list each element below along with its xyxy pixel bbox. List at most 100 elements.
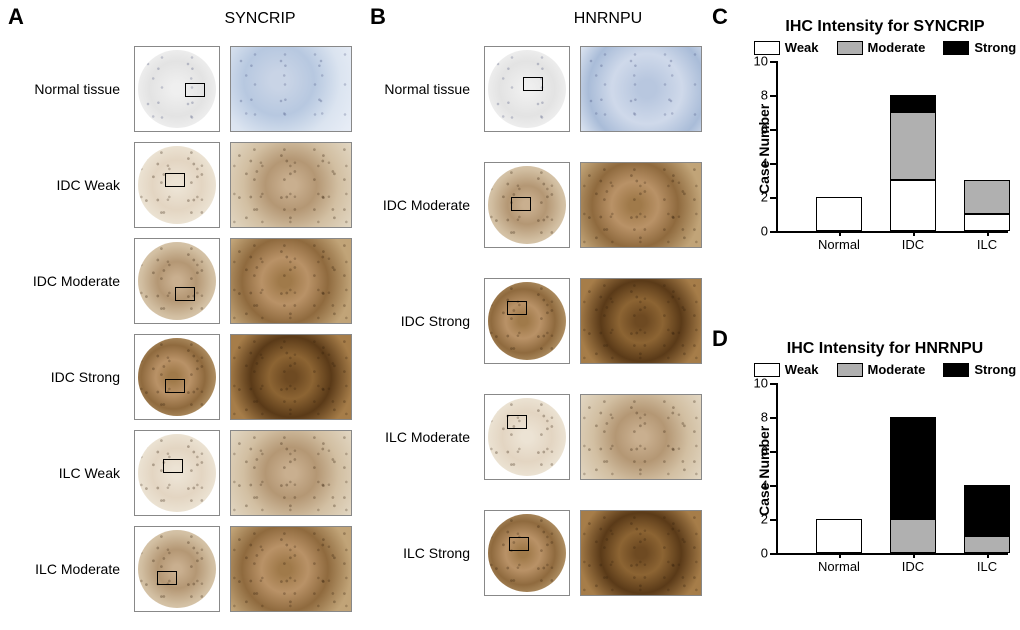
syncrip-detail: [230, 238, 352, 324]
plot-area: 0246810NormalIDCILC: [776, 61, 1008, 233]
ihc-row-label: Normal tissue: [20, 81, 124, 97]
inset-box: [185, 83, 205, 97]
hnrnpu-thumb: [484, 278, 570, 364]
inset-box: [509, 537, 529, 551]
x-tick-label: ILC: [964, 231, 1010, 252]
panel-letter-c: C: [712, 4, 728, 30]
inset-box: [175, 287, 195, 301]
hnrnpu-detail: [580, 46, 702, 132]
y-tick-label: 6: [761, 122, 778, 137]
legend-swatch: [754, 41, 780, 55]
ihc-row: IDC Weak: [20, 142, 352, 228]
hnrnpu-detail: [580, 278, 702, 364]
hnrnpu-thumb: [484, 510, 570, 596]
ihc-row: ILC Moderate: [370, 394, 702, 480]
syncrip-detail: [230, 142, 352, 228]
legend-label: Moderate: [868, 362, 926, 377]
y-axis-label: Case Number: [756, 103, 772, 193]
ihc-row: ILC Strong: [370, 510, 702, 596]
legend-item: Strong: [943, 362, 1016, 377]
bar-segment-weak: [816, 519, 862, 553]
ihc-row-label: Normal tissue: [370, 81, 474, 97]
chart-legend: Weak Moderate Strong: [740, 362, 1020, 377]
legend-item: Strong: [943, 40, 1016, 55]
panel-letter-b: B: [370, 4, 386, 30]
y-tick-label: 8: [761, 410, 778, 425]
y-tick-label: 10: [754, 376, 778, 391]
inset-box: [157, 571, 177, 585]
inset-box: [511, 197, 531, 211]
ihc-row: ILC Weak: [20, 430, 352, 516]
col-a-header: SYNCRIP: [180, 10, 340, 28]
legend-swatch: [837, 363, 863, 377]
bar-segment-moderate: [890, 519, 936, 553]
ihc-row-label: ILC Moderate: [20, 561, 124, 577]
y-tick-label: 2: [761, 190, 778, 205]
ihc-row-label: ILC Weak: [20, 465, 124, 481]
y-tick-label: 6: [761, 444, 778, 459]
bar-segment-strong: [964, 485, 1010, 536]
inset-box: [163, 459, 183, 473]
ihc-row: ILC Moderate: [20, 526, 352, 612]
hnrnpu-thumb: [484, 46, 570, 132]
y-tick-label: 0: [761, 546, 778, 561]
bar-segment-moderate: [890, 112, 936, 180]
figure-root: { "panels": { "A": "A", "B": "B", "C": "…: [0, 0, 1020, 630]
inset-box: [507, 301, 527, 315]
legend-label: Strong: [974, 40, 1016, 55]
ihc-row-label: IDC Moderate: [370, 197, 474, 213]
bar-segment-strong: [890, 95, 936, 112]
panel-letter-a: A: [8, 4, 24, 30]
ihc-row-label: ILC Strong: [370, 545, 474, 561]
syncrip-thumb: [134, 334, 220, 420]
x-tick-label: Normal: [816, 231, 862, 252]
syncrip-thumb: [134, 526, 220, 612]
ihc-row-label: IDC Strong: [370, 313, 474, 329]
bar-segment-weak: [964, 214, 1010, 231]
ihc-row-label: IDC Strong: [20, 369, 124, 385]
chart-syncrip: IHC Intensity for SYNCRIPWeakModerateStr…: [740, 18, 1020, 233]
ihc-row: IDC Moderate: [370, 162, 702, 248]
syncrip-thumb: [134, 142, 220, 228]
syncrip-thumb: [134, 46, 220, 132]
legend-item: Moderate: [837, 362, 926, 377]
legend-item: Moderate: [837, 40, 926, 55]
ihc-row-label: IDC Weak: [20, 177, 124, 193]
legend-label: Moderate: [868, 40, 926, 55]
y-axis-label: Case Number: [756, 425, 772, 515]
hnrnpu-thumb: [484, 394, 570, 480]
syncrip-detail: [230, 430, 352, 516]
hnrnpu-detail: [580, 510, 702, 596]
chart-hnrnpu: IHC Intensity for HNRNPU Weak Moderate Stro…: [740, 340, 1020, 555]
bar-segment-strong: [890, 417, 936, 519]
panel-letter-d: D: [712, 326, 728, 352]
hnrnpu-thumb: [484, 162, 570, 248]
bar-segment-moderate: [964, 536, 1010, 553]
syncrip-thumb: [134, 430, 220, 516]
bar-segment-weak: [816, 197, 862, 231]
y-tick-label: 4: [761, 478, 778, 493]
syncrip-thumb: [134, 238, 220, 324]
y-tick-label: 8: [761, 88, 778, 103]
syncrip-detail: [230, 526, 352, 612]
chart-title: IHC Intensity for HNRNPU: [740, 340, 1020, 358]
bar-segment-weak: [890, 180, 936, 231]
chart-legend: WeakModerateStrong: [740, 40, 1020, 55]
legend-label: Weak: [785, 362, 819, 377]
legend-swatch: [754, 363, 780, 377]
ihc-row: IDC Strong: [370, 278, 702, 364]
legend-swatch: [943, 41, 969, 55]
y-tick-label: 2: [761, 512, 778, 527]
inset-box: [507, 415, 527, 429]
hnrnpu-detail: [580, 394, 702, 480]
x-tick-label: ILC: [964, 553, 1010, 574]
ihc-row: IDC Strong: [20, 334, 352, 420]
x-tick-label: IDC: [890, 231, 936, 252]
chart-title: IHC Intensity for SYNCRIP: [740, 18, 1020, 36]
ihc-row: IDC Moderate: [20, 238, 352, 324]
bar-segment-moderate: [964, 180, 1010, 214]
ihc-row: Normal tissue: [370, 46, 702, 132]
y-tick-label: 0: [761, 224, 778, 239]
ihc-row: Normal tissue: [20, 46, 352, 132]
x-tick-label: Normal: [816, 553, 862, 574]
